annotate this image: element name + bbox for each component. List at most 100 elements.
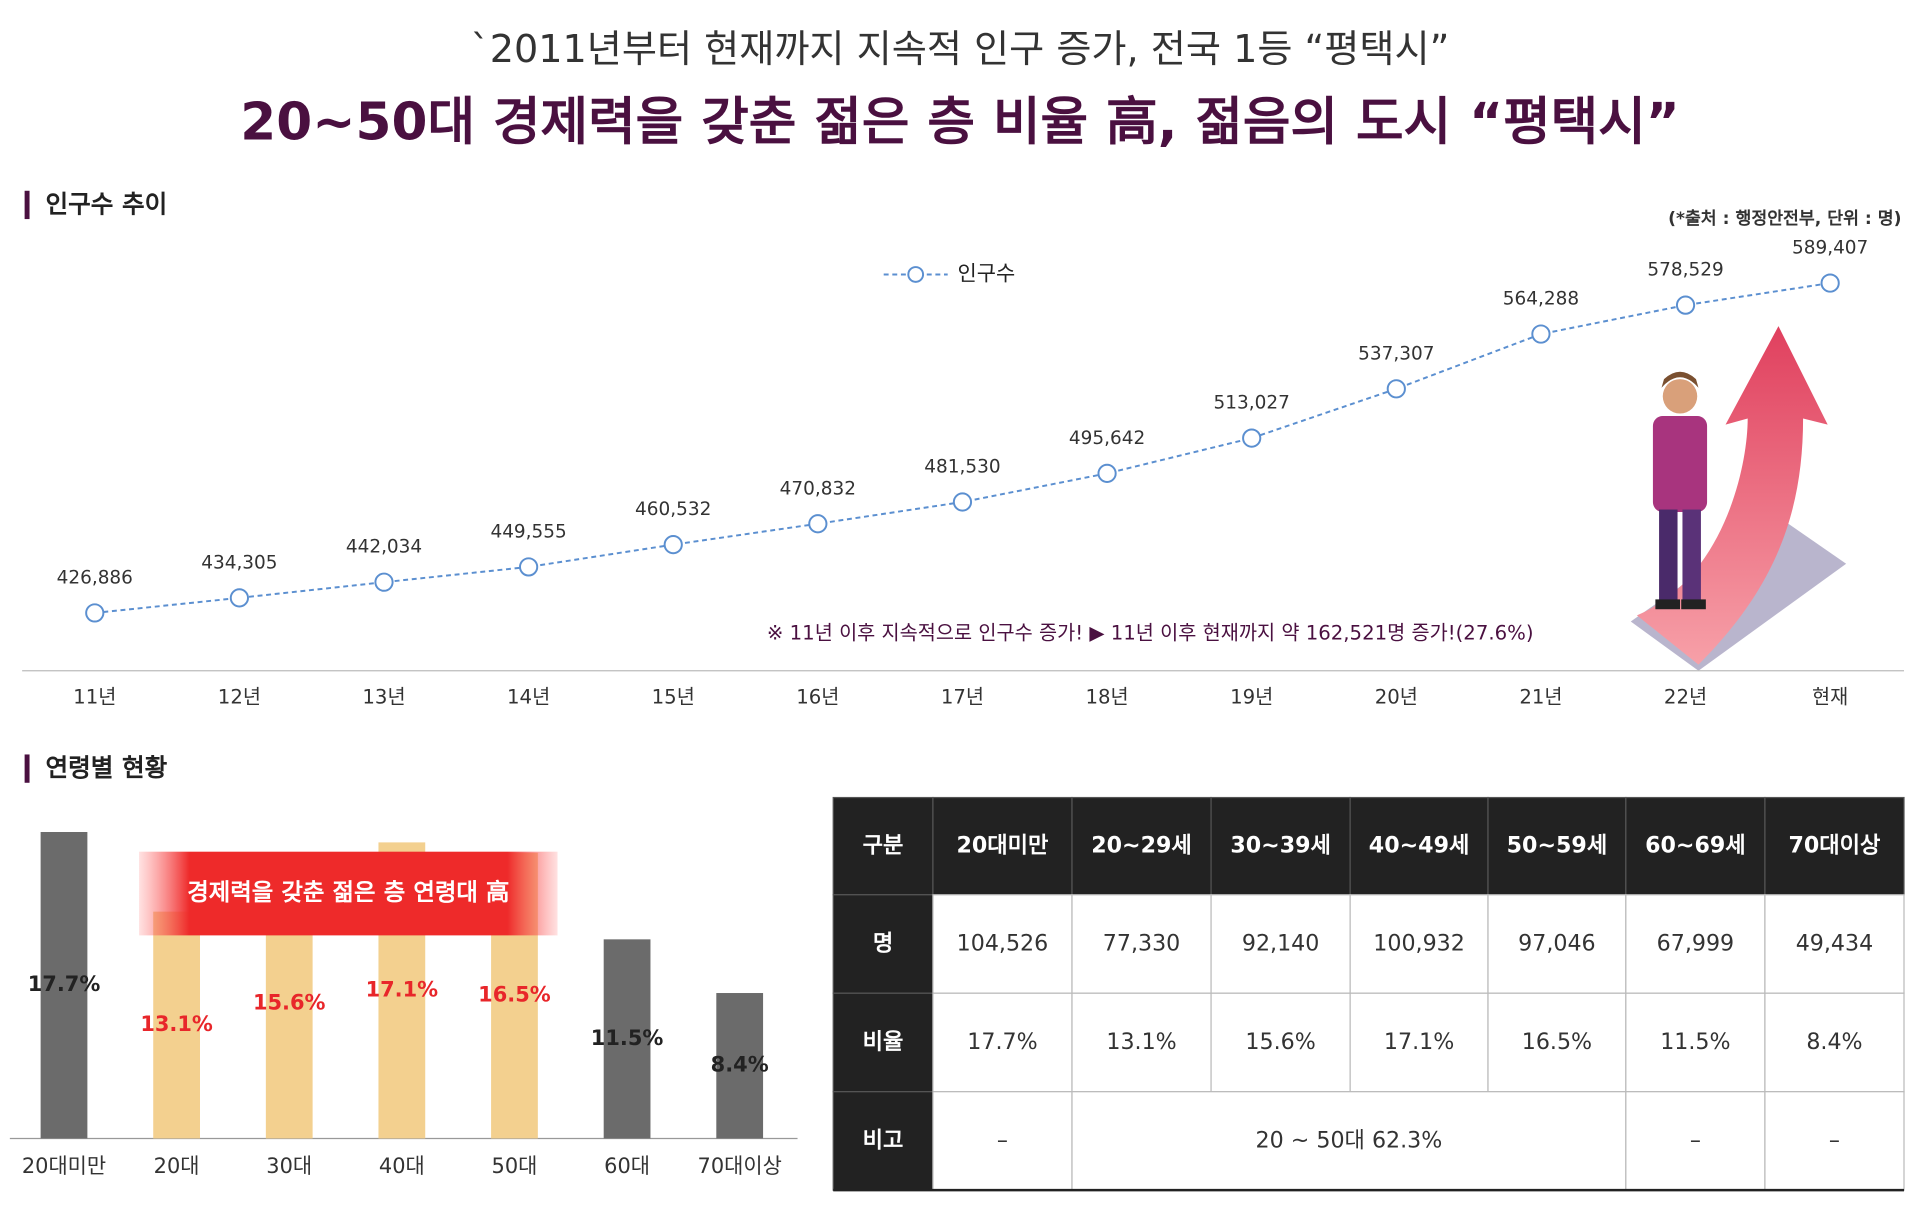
point: [519, 557, 539, 577]
cell: [1071, 992, 1212, 1093]
cell-text: 비율: [863, 1029, 904, 1055]
cell-text: 49,434: [1796, 931, 1873, 957]
section-title: 연령별 현황: [46, 753, 168, 782]
value-label: 481,530: [924, 457, 1000, 478]
value-label: 460,532: [635, 499, 711, 520]
cell-text: 97,046: [1518, 931, 1595, 957]
value-label: 426,886: [57, 567, 133, 588]
cell: [1625, 992, 1766, 1093]
value-label: 17.7%: [28, 972, 101, 996]
value-label: 513,027: [1214, 393, 1290, 414]
x-tick-label: 18년: [1085, 685, 1128, 708]
illustration: [1630, 326, 1847, 671]
header-cell: [832, 894, 934, 994]
cell-text: 20~29세: [1091, 833, 1192, 859]
header-cell: [1625, 796, 1766, 896]
subtitle: `2011년부터 현재까지 지속적 인구 증가, 전국 1등 “평택시”: [471, 27, 1450, 71]
cell-text: 비고: [863, 1127, 904, 1153]
point: [1820, 273, 1840, 293]
value-label: 11.5%: [591, 1026, 664, 1050]
x-tick-label: 11년: [73, 685, 116, 708]
header-cell: [932, 796, 1073, 896]
banner: [139, 851, 558, 936]
cell-text: 67,999: [1657, 931, 1734, 957]
source: (*출처 : 행정안전부, 단위 : 명): [1668, 209, 1901, 229]
line: [94, 282, 1831, 614]
section-marker: [24, 754, 30, 783]
x-tick-label: 15년: [652, 685, 695, 708]
bar: [603, 939, 651, 1139]
point: [952, 492, 973, 512]
cell-text: 명: [873, 931, 893, 957]
value-label: 8.4%: [711, 1053, 769, 1077]
header-cell: [832, 796, 934, 896]
cell-text: 17.7%: [967, 1029, 1037, 1055]
x-tick-label: 70대이상: [698, 1154, 782, 1178]
point: [374, 572, 394, 592]
cell-text: 30~39세: [1230, 833, 1331, 859]
value-label: 17.1%: [366, 977, 439, 1001]
point: [1675, 295, 1696, 315]
cell-text: 70대이상: [1789, 833, 1881, 859]
cell: [1487, 992, 1627, 1093]
legend-label: 인구수: [958, 261, 1016, 285]
header-cell: [1349, 796, 1489, 896]
value-label: 449,555: [490, 521, 566, 542]
header-cell: [1487, 796, 1627, 896]
cell: [1071, 1091, 1627, 1191]
cell-text: 60~69세: [1645, 833, 1746, 859]
cell: [1764, 894, 1905, 994]
x-tick-label: 21년: [1519, 685, 1562, 708]
cell: [1210, 894, 1351, 994]
cell-text: 40~49세: [1369, 833, 1470, 859]
x-tick-label: 40대: [379, 1154, 425, 1178]
value-label: 495,642: [1069, 428, 1145, 449]
value-label: 13.1%: [140, 1012, 213, 1036]
header-cell: [832, 1091, 934, 1191]
cell: [1210, 992, 1351, 1093]
value-label: 442,034: [346, 537, 422, 558]
x-tick-label: 20대미만: [22, 1154, 106, 1178]
cell-text: 15.6%: [1245, 1029, 1315, 1055]
x-tick-label: 13년: [362, 685, 405, 708]
x-tick-label: 50대: [492, 1154, 538, 1178]
legend-marker: [907, 266, 925, 283]
x-tick-label: 20년: [1375, 685, 1418, 708]
cell: [1349, 894, 1489, 994]
section-marker: [24, 190, 30, 220]
value-label: 470,832: [780, 478, 856, 499]
x-tick-label: 현재: [1812, 685, 1848, 708]
cell-text: 20대미만: [957, 833, 1049, 859]
value-label: 434,305: [201, 552, 277, 573]
cell-text: 20 ~ 50대 62.3%: [1256, 1127, 1443, 1153]
value-label: 15.6%: [253, 990, 326, 1014]
cell-text: 92,140: [1242, 931, 1319, 957]
bar: [716, 993, 764, 1139]
value-label: 537,307: [1358, 343, 1434, 364]
cell-text: 77,330: [1103, 931, 1180, 957]
point: [1242, 428, 1262, 448]
x-tick-label: 17년: [941, 685, 984, 708]
title: 20~50대 경제력을 갖춘 젊은 층 비율 高, 젊음의 도시 “평택시”: [240, 93, 1679, 153]
cell-text: 8.4%: [1806, 1029, 1862, 1055]
table: 구분 20대미만 20~29세 30~39세 40~49세 50~59세 60~69세 70대…: [832, 796, 1905, 1192]
point: [663, 535, 683, 555]
annotation: ※ 11년 이후 지속적으로 인구수 증가! ▶ 11년 이후 현재까지 약 1…: [767, 621, 1534, 644]
cell-text: 17.1%: [1384, 1029, 1454, 1055]
point: [808, 514, 828, 534]
point: [1097, 463, 1117, 483]
x-tick-label: 30대: [266, 1154, 312, 1178]
x-tick-label: 22년: [1664, 685, 1707, 708]
header-cell: [1071, 796, 1212, 896]
x-tick-label: 60대: [604, 1154, 650, 1178]
value-label: 16.5%: [478, 983, 551, 1007]
cell: [1349, 992, 1489, 1093]
cell-text: 50~59세: [1507, 833, 1608, 859]
bar: [153, 911, 200, 1139]
cell-text: 104,526: [957, 931, 1049, 957]
cell: [932, 992, 1073, 1093]
cell-text: 16.5%: [1522, 1029, 1592, 1055]
cell: [1625, 1091, 1766, 1191]
cell-text: 구분: [863, 833, 904, 859]
